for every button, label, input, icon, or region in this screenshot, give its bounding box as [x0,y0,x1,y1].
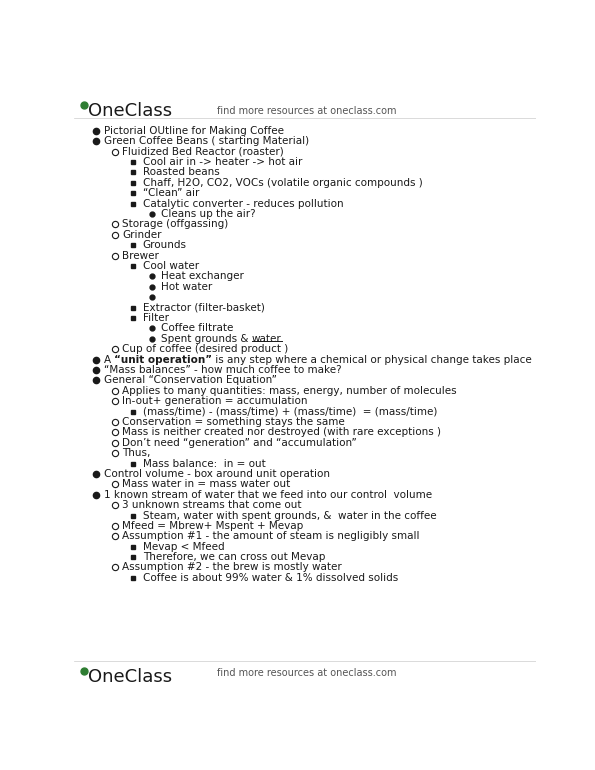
Text: Spent grounds &: Spent grounds & [161,334,252,343]
Text: Pictorial OUtline for Making Coffee: Pictorial OUtline for Making Coffee [104,126,284,136]
Text: find more resources at oneclass.com: find more resources at oneclass.com [217,106,397,116]
Text: Assumption #1 - the amount of steam is negligibly small: Assumption #1 - the amount of steam is n… [123,531,420,541]
Text: Mevap < Mfeed: Mevap < Mfeed [143,542,224,551]
Text: Fluidized Bed Reactor (roaster): Fluidized Bed Reactor (roaster) [123,147,284,156]
Text: Filter: Filter [143,313,168,323]
Text: Chaff, H2O, CO2, VOCs (volatile organic compounds ): Chaff, H2O, CO2, VOCs (volatile organic … [143,178,422,188]
Text: Roasted beans: Roasted beans [143,168,220,177]
Text: Mass is neither created nor destroyed (with rare exceptions ): Mass is neither created nor destroyed (w… [123,427,441,437]
Text: Cool air in -> heater -> hot air: Cool air in -> heater -> hot air [143,157,302,167]
Text: 1 known stream of water that we feed into our control  volume: 1 known stream of water that we feed int… [104,490,432,500]
Text: Therefore, we can cross out Mevap: Therefore, we can cross out Mevap [143,552,325,562]
Text: Hot water: Hot water [161,282,212,292]
Text: “Mass balances” - how much coffee to make?: “Mass balances” - how much coffee to mak… [104,365,342,375]
Text: Control volume - box around unit operation: Control volume - box around unit operati… [104,469,330,479]
Text: 3 unknown streams that come out: 3 unknown streams that come out [123,500,302,510]
Text: Don’t need “generation” and “accumulation”: Don’t need “generation” and “accumulatio… [123,438,357,447]
Text: Thus,: Thus, [123,448,151,458]
Text: OneClass: OneClass [87,668,172,686]
Text: Coffee filtrate: Coffee filtrate [161,323,234,333]
Text: In-out+ generation = accumulation: In-out+ generation = accumulation [123,397,308,406]
Text: General “Conservation Equation”: General “Conservation Equation” [104,376,277,385]
Text: Conservation = something stays the same: Conservation = something stays the same [123,417,345,427]
Text: Mass balance:  in = out: Mass balance: in = out [143,459,265,468]
Text: “unit operation”: “unit operation” [114,355,212,364]
Text: Assumption #2 - the brew is mostly water: Assumption #2 - the brew is mostly water [123,563,342,572]
Text: find more resources at oneclass.com: find more resources at oneclass.com [217,668,397,678]
Text: Mfeed = Mbrew+ Mspent + Mevap: Mfeed = Mbrew+ Mspent + Mevap [123,521,303,531]
Text: Steam, water with spent grounds, &  water in the coffee: Steam, water with spent grounds, & water… [143,511,436,521]
Text: Catalytic converter - reduces pollution: Catalytic converter - reduces pollution [143,199,343,209]
Text: Grounds: Grounds [143,240,187,250]
Text: Brewer: Brewer [123,251,159,260]
Text: Cleans up the air?: Cleans up the air? [161,209,256,219]
Text: Applies to many quantities: mass, energy, number of molecules: Applies to many quantities: mass, energy… [123,386,457,396]
Text: OneClass: OneClass [87,102,172,119]
Text: Extractor (filter-basket): Extractor (filter-basket) [143,303,264,313]
Text: (mass/time) - (mass/time) + (mass/time)  = (mass/time): (mass/time) - (mass/time) + (mass/time) … [143,407,437,417]
Text: “Clean” air: “Clean” air [143,189,199,198]
Text: Cup of coffee (desired product ): Cup of coffee (desired product ) [123,344,289,354]
Text: Storage (offgassing): Storage (offgassing) [123,219,228,229]
Text: Green Coffee Beans ( starting Material): Green Coffee Beans ( starting Material) [104,136,309,146]
Text: Coffee is about 99% water & 1% dissolved solids: Coffee is about 99% water & 1% dissolved… [143,573,398,583]
Text: is any step where a chemical or physical change takes place: is any step where a chemical or physical… [212,355,532,364]
Text: water: water [252,334,281,343]
Text: Mass water in = mass water out: Mass water in = mass water out [123,480,291,489]
Text: Grinder: Grinder [123,230,162,239]
Text: Cool water: Cool water [143,261,199,271]
Text: A: A [104,355,114,364]
Text: Heat exchanger: Heat exchanger [161,272,244,281]
